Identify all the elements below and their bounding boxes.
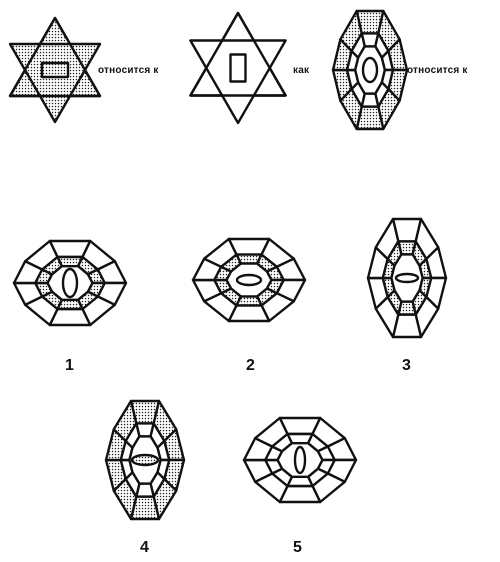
relates-to-label-2: относится к <box>407 65 468 76</box>
center-ellipse <box>130 453 160 467</box>
answer-option-4[interactable] <box>104 399 186 521</box>
option-number-2: 2 <box>246 357 255 374</box>
option-number-3: 3 <box>402 357 411 374</box>
answer-option-1[interactable] <box>12 239 128 327</box>
answer-option-3[interactable] <box>366 217 448 339</box>
as-label: как <box>293 65 310 76</box>
center-ellipse <box>394 272 420 284</box>
option-number-4: 4 <box>140 539 149 556</box>
dotted-star-figure <box>8 16 102 124</box>
plain-star-figure <box>189 11 287 125</box>
option-number-5: 5 <box>293 539 302 556</box>
center-ellipse <box>361 56 379 84</box>
option-number-1: 1 <box>65 357 74 374</box>
answer-option-2[interactable] <box>191 237 307 323</box>
center-rectangle <box>229 53 247 83</box>
answer-option-5[interactable] <box>242 416 358 504</box>
center-ellipse <box>61 267 79 299</box>
center-rectangle <box>40 61 70 79</box>
center-ellipse <box>235 273 263 287</box>
relates-to-label-1: относится к <box>98 65 159 76</box>
target-octagon-figure <box>331 9 409 131</box>
center-ellipse <box>293 445 307 475</box>
